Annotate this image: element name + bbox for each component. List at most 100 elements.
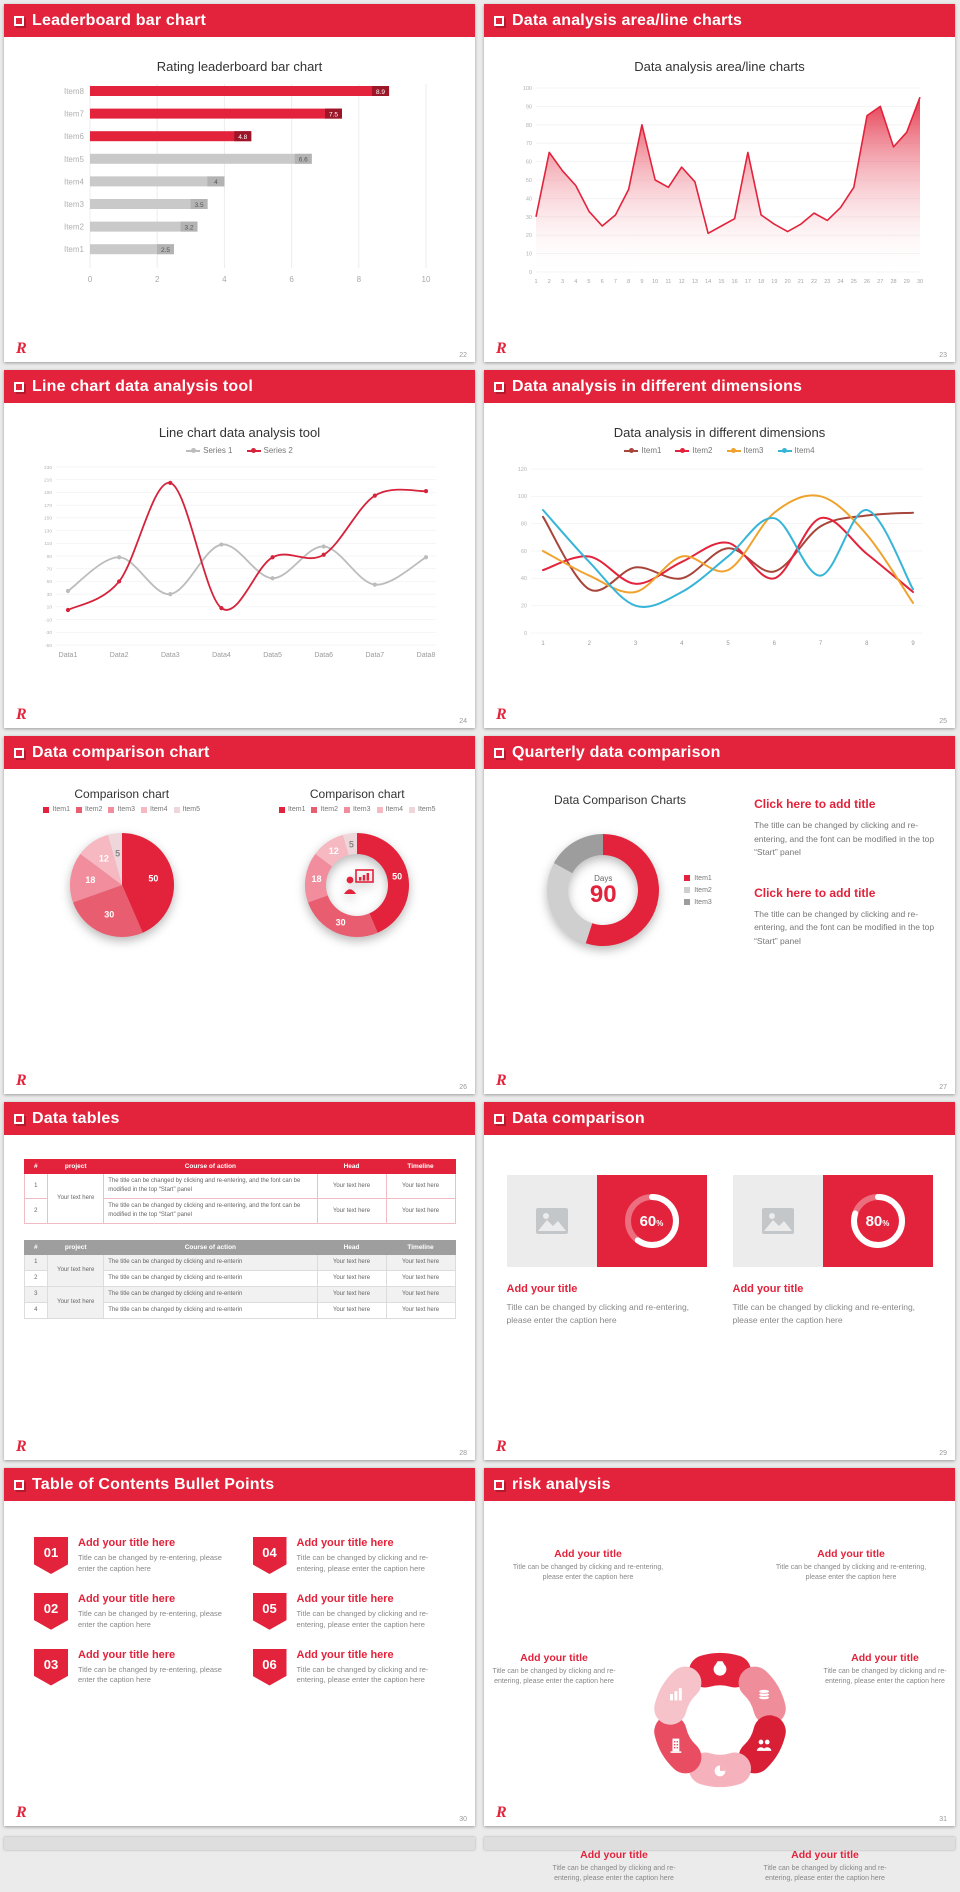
money-bag-icon xyxy=(713,1661,726,1676)
svg-text:1: 1 xyxy=(541,641,545,647)
legend-swatch xyxy=(684,875,691,881)
legend-item: Item5 xyxy=(409,806,436,813)
legend-swatch xyxy=(141,806,147,813)
slide-area-line-charts[interactable]: Data analysis area/line charts Data anal… xyxy=(484,4,955,362)
svg-text:8.9: 8.9 xyxy=(376,89,385,96)
legend-item: Item1 xyxy=(624,446,661,455)
legend-swatch xyxy=(173,806,180,813)
multi-line-chart: 0 20 40 60 80 100 120 1 2 3 4 5 6 7 8 9 xyxy=(517,467,923,647)
slide-data-comparison-cards[interactable]: Data comparison xyxy=(484,1102,955,1460)
slide-leaderboard-bar-chart[interactable]: Leaderboard bar chart Rating leaderboard… xyxy=(4,4,475,362)
risk-label: Add your title Title can be changed by cl… xyxy=(775,1548,927,1581)
slide-header-title: risk analysis xyxy=(512,1475,611,1493)
comparison-card: 80% Add your title Title can be changed … xyxy=(732,1175,933,1327)
table-cell: Your text here xyxy=(316,1173,387,1199)
svg-text:60: 60 xyxy=(520,549,526,555)
text-block: Click here to add title The title can be… xyxy=(754,797,937,860)
svg-text:120: 120 xyxy=(517,467,526,473)
svg-text:40: 40 xyxy=(520,576,526,582)
logo-r: R xyxy=(16,340,27,357)
toc-title: Add your title here xyxy=(78,1592,176,1605)
slide-header: Table of Contents Bullet Points xyxy=(4,1468,475,1501)
svg-text:2: 2 xyxy=(587,641,591,647)
svg-text:Data4: Data4 xyxy=(212,652,231,659)
card-title: Add your title xyxy=(732,1283,804,1295)
donut-panel: Data Comparison Charts Days 90 Item1 Item… xyxy=(496,793,744,1094)
svg-text:Data1: Data1 xyxy=(58,652,77,659)
svg-text:0: 0 xyxy=(523,631,526,637)
svg-text:40: 40 xyxy=(525,196,531,202)
svg-text:150: 150 xyxy=(43,516,51,522)
slide-toc-bullets[interactable]: Table of Contents Bullet Points 01 Add y… xyxy=(4,1468,475,1826)
table-cell: Your text here xyxy=(385,1302,456,1319)
legend-swatch xyxy=(675,448,690,453)
svg-text:Data8: Data8 xyxy=(416,652,435,659)
toc-item: 05 Add your title here Title can be chan… xyxy=(252,1592,446,1631)
toc-item: 03 Add your title here Title can be chan… xyxy=(34,1648,227,1687)
legend-item: Item3 xyxy=(726,446,764,455)
svg-text:20: 20 xyxy=(520,603,526,609)
slide-dimensions-analysis[interactable]: Data analysis in different dimensions Da… xyxy=(484,370,955,728)
svg-text:3.5: 3.5 xyxy=(194,202,203,209)
slide-risk-analysis[interactable]: risk analysis Add your title Title can be… xyxy=(484,1468,955,1882)
image-placeholder xyxy=(506,1175,597,1267)
svg-text:70: 70 xyxy=(525,141,531,147)
table-cell: Your text here xyxy=(316,1254,387,1271)
table-cell: Your text here xyxy=(385,1173,456,1199)
slide-quarterly-comparison[interactable]: Quarterly data comparison Data Compariso… xyxy=(484,736,955,1094)
slide-header: Data comparison xyxy=(484,1102,955,1135)
text-block: Click here to add title The title can be… xyxy=(754,886,937,949)
svg-text:28: 28 xyxy=(890,279,896,285)
svg-text:Item7: Item7 xyxy=(63,110,84,119)
svg-text:10: 10 xyxy=(46,605,52,611)
legend-swatch xyxy=(186,448,201,453)
svg-text:18: 18 xyxy=(312,874,322,884)
page-number: 22 xyxy=(459,352,467,359)
svg-text:50: 50 xyxy=(392,872,402,882)
risk-label: Add your title Title can be changed by cl… xyxy=(552,1849,676,1883)
toc-title: Add your title here xyxy=(78,1537,176,1549)
donut-chart-panel: Comparison chart Item1 Item2 Item3 Item4 Ite… xyxy=(240,787,476,1094)
legend-swatch xyxy=(246,448,261,453)
legend-label: Item2 xyxy=(694,886,712,894)
table-cell: Your text here xyxy=(316,1286,387,1303)
svg-text:50: 50 xyxy=(46,579,52,585)
svg-text:4: 4 xyxy=(214,179,218,186)
svg-text:-50: -50 xyxy=(45,643,52,649)
legend-item: Item1 xyxy=(43,806,70,813)
toc-number-badge: 01 xyxy=(34,1537,68,1574)
slide-data-tables[interactable]: Data tables # project Course of action Head… xyxy=(4,1102,475,1460)
table-header-cell: # xyxy=(23,1240,49,1255)
legend-swatch xyxy=(108,806,115,813)
chart-title: Comparison chart xyxy=(74,787,170,801)
legend-item: Item3 xyxy=(343,806,371,813)
table-cell: The title can be changed by clicking and… xyxy=(103,1302,318,1319)
building-icon xyxy=(670,1738,681,1754)
svg-text:Item8: Item8 xyxy=(63,87,84,96)
svg-text:Data7: Data7 xyxy=(365,652,384,659)
legend-item: Item3 xyxy=(684,899,712,906)
logo-r: R xyxy=(16,1438,27,1455)
table-cell: Your text here xyxy=(385,1286,456,1303)
svg-text:6: 6 xyxy=(600,279,603,285)
legend-item: Item2 xyxy=(675,446,713,455)
legend-swatch xyxy=(75,806,82,813)
table-cell: The title can be changed by clicking and… xyxy=(103,1286,318,1303)
legend-label: Item2 xyxy=(320,806,338,813)
slide-line-chart-tool[interactable]: Line chart data analysis tool Line chart… xyxy=(4,370,475,728)
svg-text:20: 20 xyxy=(784,279,790,285)
slide-data-comparison-chart[interactable]: Data comparison chart Comparison chart I… xyxy=(4,736,475,1094)
block-body: The title can be changed by clicking and… xyxy=(754,820,935,858)
next-row-slide-peek[interactable] xyxy=(484,1837,955,1850)
svg-text:0: 0 xyxy=(528,270,531,276)
table-cell: 4 xyxy=(23,1302,49,1319)
chart-legend: Series 1 Series 2 xyxy=(4,446,475,455)
svg-text:7.5: 7.5 xyxy=(328,111,337,118)
next-row-slide-peek[interactable] xyxy=(4,1837,475,1850)
toc-body: Title can be changed by re-entering, ple… xyxy=(78,1553,222,1573)
card-body: Title can be changed by clicking and re-… xyxy=(506,1302,690,1325)
table-cell: 1 xyxy=(23,1254,49,1271)
square-bullet-icon xyxy=(494,747,504,758)
logo-r: R xyxy=(496,1438,507,1455)
progress-value: 80% xyxy=(865,1212,890,1230)
